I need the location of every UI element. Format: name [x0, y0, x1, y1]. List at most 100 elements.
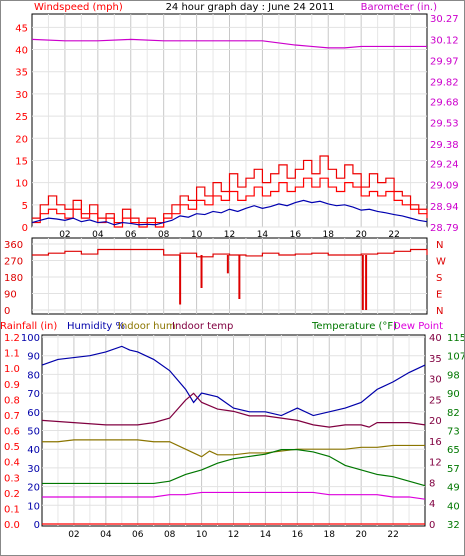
temp-f-tick-label: 40 [447, 501, 460, 512]
compass-tick-label: W [436, 257, 446, 268]
legend-temperature: Temperature (°F) [311, 321, 397, 332]
barometer-tick-label: 30.27 [430, 14, 459, 25]
x-tick-label: 20 [355, 230, 367, 240]
rain-tick-label: 0.4 [4, 458, 20, 469]
x-tick-label: 18 [324, 530, 336, 540]
legend-humidity: Humidity % [67, 321, 125, 332]
x-tick-label: 08 [164, 530, 176, 540]
compass-tick-label: N [436, 240, 443, 251]
temp-humidity-legend: Rainfall (in) Humidity %Indoor humIndoor … [0, 321, 443, 332]
indoor_hum-line [42, 439, 425, 458]
windspeed-tick-label: 40 [15, 46, 28, 57]
rain-tick-label: 0.1 [4, 504, 20, 515]
temp-f-tick-label: 49 [447, 483, 460, 494]
rain-tick-label: 0.2 [4, 489, 20, 500]
temperature-line [42, 449, 426, 487]
humidity-tick-label: 0 [34, 520, 40, 531]
temp-humidity-panel: Rainfall (in) Humidity %Indoor humIndoor … [0, 321, 465, 540]
barometer-line [31, 38, 427, 49]
wind-series [31, 38, 428, 228]
legend-dew_point: Dew Point [393, 321, 443, 332]
rain-tick-label: 1.0 [4, 364, 20, 375]
temp-c-tick-label: 16 [429, 437, 442, 448]
rain-tick-label: 0.7 [4, 411, 20, 422]
temp-f-tick-label: 115 [447, 333, 465, 344]
dew_point-line [42, 491, 426, 500]
windspeed-tick-label: 10 [15, 179, 28, 190]
temp-c-tick-label: 35 [429, 354, 442, 365]
windspeed-tick-label: 45 [15, 23, 28, 34]
windspeed-tick-label: 30 [15, 90, 28, 101]
direction-tick-label: 90 [4, 290, 17, 301]
temp-f-tick-label: 73 [447, 427, 460, 438]
barometer-tick-label: 29.38 [430, 140, 459, 151]
legend-indoor_hum: Indoor hum [118, 321, 176, 332]
humidity-tick-label: 40 [27, 445, 40, 456]
humidity-tick-label: 30 [27, 464, 40, 475]
humidity-tick-label: 60 [27, 408, 40, 419]
temp-f-tick-label: 107 [447, 352, 465, 363]
windspeed-tick-label: 25 [15, 112, 28, 123]
rain-tick-label: 0.9 [4, 380, 20, 391]
x-tick-label: 14 [260, 530, 272, 540]
temp-c-tick-label: 4 [429, 499, 435, 510]
avg-line [31, 199, 428, 226]
x-tick-label: 16 [290, 230, 302, 240]
humidity-tick-label: 10 [27, 501, 40, 512]
windspeed-tick-label: 15 [15, 156, 28, 167]
x-tick-label: 02 [68, 530, 79, 540]
compass-tick-label: E [436, 290, 442, 301]
humidity-tick-label: 20 [27, 483, 40, 494]
rain-tick-label: 0.3 [4, 473, 20, 484]
legend-indoor_temp: Indoor temp [172, 321, 233, 332]
wind-grid [32, 14, 427, 228]
humidity-tick-label: 70 [27, 389, 40, 400]
temp-c-tick-label: 25 [429, 395, 442, 406]
temp-f-tick-label: 32 [447, 520, 460, 531]
humidity-tick-label: 50 [27, 427, 40, 438]
temp-c-tick-label: 12 [429, 458, 442, 469]
rain-tick-label: 0.5 [4, 442, 20, 453]
barometer-tick-label: 28.79 [430, 223, 459, 234]
rain-tick-label: 0.8 [4, 395, 20, 406]
x-tick-label: 04 [100, 530, 112, 540]
x-tick-label: 20 [355, 530, 367, 540]
barometer-tick-label: 29.82 [430, 78, 459, 89]
windspeed-tick-label: 5 [22, 201, 28, 212]
x-tick-label: 08 [158, 230, 170, 240]
barometer-tick-label: 29.53 [430, 119, 459, 130]
barometer-tick-label: 28.94 [430, 202, 459, 213]
rain-tick-label: 0.0 [4, 520, 20, 531]
x-tick-label: 10 [191, 230, 203, 240]
barometer-tick-label: 29.68 [430, 97, 459, 108]
x-tick-label: 16 [292, 530, 304, 540]
barometer-axis-label: Barometer (in.) [361, 2, 437, 13]
temp-f-tick-label: 98 [447, 370, 460, 381]
temp-c-tick-label: 30 [429, 375, 442, 386]
direction-grid [32, 238, 427, 314]
indoor_temp-line [41, 392, 426, 428]
humidity-line [41, 345, 426, 417]
barometer-tick-label: 29.97 [430, 57, 459, 68]
temp-c-tick-label: 20 [429, 416, 442, 427]
rain-tick-label: 1.2 [4, 333, 20, 344]
x-tick-label: 06 [132, 530, 144, 540]
windspeed-axis-label: Windspeed (mph) [34, 2, 123, 13]
barometer-tick-label: 29.09 [430, 181, 459, 192]
barometer-tick-label: 30.12 [430, 35, 459, 46]
rain-tick-label: 0.6 [4, 427, 20, 438]
humidity-tick-label: 90 [27, 352, 40, 363]
x-tick-label: 10 [196, 530, 208, 540]
windspeed-tick-label: 0 [22, 223, 28, 234]
windspeed-tick-label: 20 [15, 134, 28, 145]
x-tick-label: 22 [388, 230, 399, 240]
temp-f-tick-label: 65 [447, 445, 460, 456]
x-tick-label: 06 [125, 230, 137, 240]
x-tick-label: 18 [323, 230, 335, 240]
x-tick-label: 14 [257, 230, 269, 240]
chart-title: 24 hour graph day : June 24 2011 [166, 2, 335, 13]
direction-tick-label: 0 [4, 306, 10, 317]
